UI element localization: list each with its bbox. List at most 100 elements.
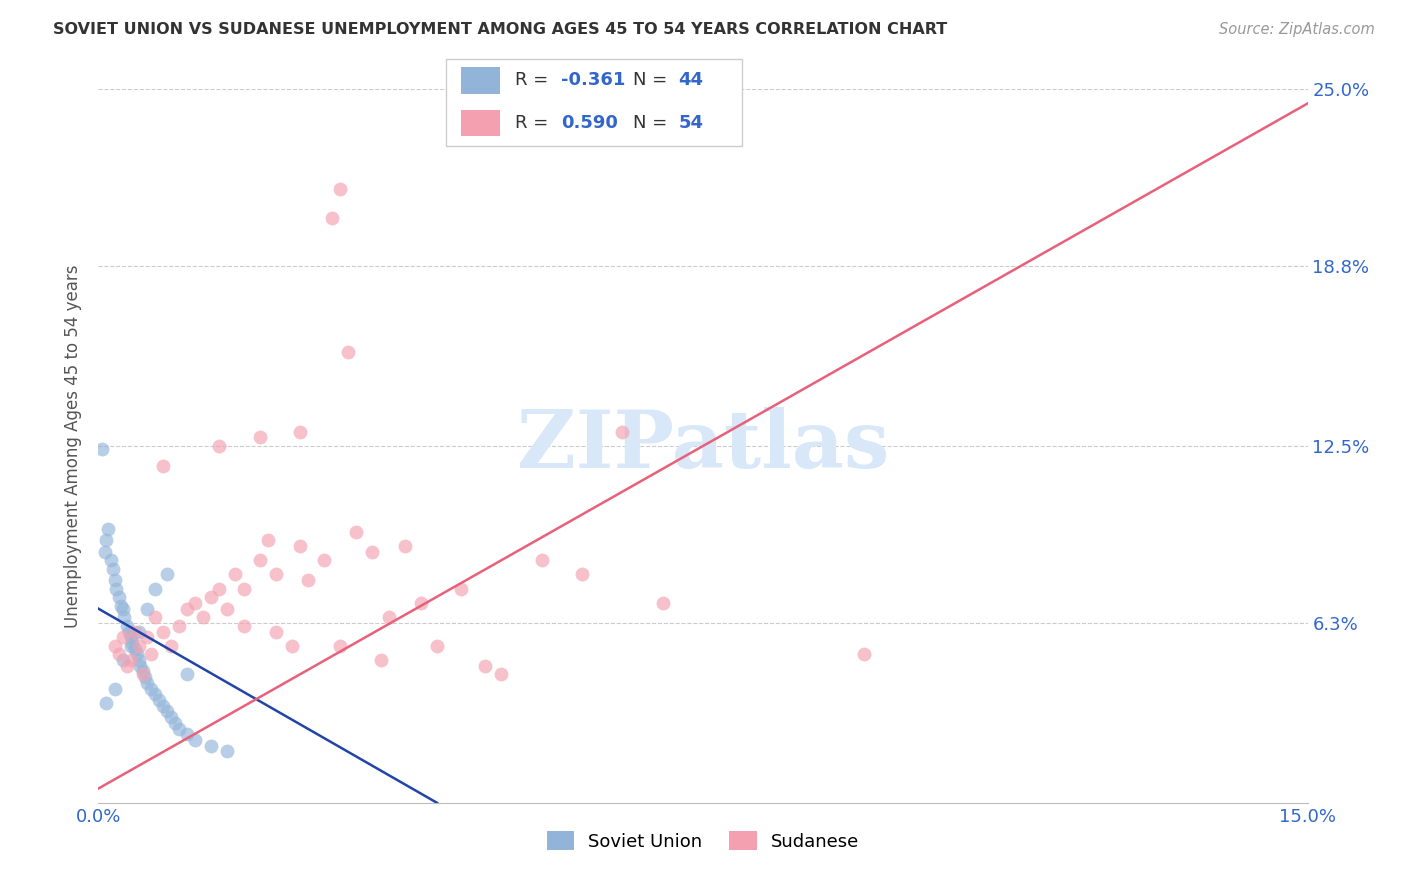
FancyBboxPatch shape — [446, 59, 742, 146]
Point — [281, 639, 304, 653]
Text: R =: R = — [516, 114, 554, 132]
Text: -0.361: -0.361 — [561, 71, 626, 89]
Point — [377, 610, 399, 624]
Text: N =: N = — [633, 71, 673, 89]
Point — [160, 710, 183, 724]
Point — [314, 553, 336, 567]
Point — [112, 610, 135, 624]
Point — [152, 458, 174, 473]
Point — [111, 630, 134, 644]
Point — [163, 715, 186, 730]
Text: 44: 44 — [679, 71, 703, 89]
Point — [120, 639, 142, 653]
Point — [361, 544, 384, 558]
Point — [491, 667, 513, 681]
Point — [156, 705, 179, 719]
Text: 54: 54 — [679, 114, 703, 132]
Y-axis label: Unemployment Among Ages 45 to 54 years: Unemployment Among Ages 45 to 54 years — [65, 264, 83, 628]
Point — [344, 524, 367, 539]
Point — [124, 641, 146, 656]
Point — [111, 601, 134, 615]
Point — [160, 639, 183, 653]
Point — [167, 619, 190, 633]
Point — [152, 698, 174, 713]
Point — [134, 670, 156, 684]
Point — [176, 601, 198, 615]
Text: SOVIET UNION VS SUDANESE UNEMPLOYMENT AMONG AGES 45 TO 54 YEARS CORRELATION CHAR: SOVIET UNION VS SUDANESE UNEMPLOYMENT AM… — [53, 22, 948, 37]
Point — [110, 599, 132, 613]
Point — [128, 639, 150, 653]
Text: ZIPatlas: ZIPatlas — [517, 407, 889, 485]
Point — [143, 582, 166, 596]
Point — [135, 601, 157, 615]
Point — [107, 591, 129, 605]
Point — [101, 562, 124, 576]
Point — [264, 624, 287, 639]
Point — [200, 591, 222, 605]
Point — [120, 630, 142, 644]
Point — [409, 596, 432, 610]
Point — [426, 639, 449, 653]
Point — [249, 430, 271, 444]
Point — [256, 533, 278, 548]
Point — [115, 658, 138, 673]
Point — [651, 596, 673, 610]
Point — [129, 658, 152, 673]
Point — [96, 533, 118, 548]
Point — [249, 553, 271, 567]
Point — [370, 653, 392, 667]
Point — [288, 425, 311, 439]
Bar — [461, 67, 501, 94]
Legend: Soviet Union, Sudanese: Soviet Union, Sudanese — [540, 824, 866, 858]
Point — [118, 624, 141, 639]
Point — [100, 553, 122, 567]
Point — [176, 727, 198, 741]
Text: N =: N = — [633, 114, 673, 132]
Point — [105, 582, 128, 596]
Point — [337, 344, 360, 359]
Point — [612, 425, 634, 439]
Point — [530, 553, 553, 567]
Point — [96, 696, 118, 710]
Point — [111, 653, 134, 667]
Point — [232, 619, 254, 633]
Point — [143, 610, 166, 624]
Point — [94, 544, 117, 558]
Point — [127, 648, 149, 662]
Point — [128, 624, 150, 639]
Point — [120, 653, 142, 667]
Text: 0.590: 0.590 — [561, 114, 617, 132]
Point — [124, 624, 146, 639]
Point — [184, 733, 207, 747]
Point — [139, 681, 162, 696]
Point — [208, 439, 231, 453]
Point — [264, 567, 287, 582]
Point — [288, 539, 311, 553]
Point — [132, 665, 155, 679]
Point — [107, 648, 129, 662]
Point — [167, 722, 190, 736]
Point — [208, 582, 231, 596]
Point — [474, 658, 496, 673]
Point — [329, 182, 352, 196]
Point — [148, 693, 170, 707]
Point — [135, 630, 157, 644]
Text: Source: ZipAtlas.com: Source: ZipAtlas.com — [1219, 22, 1375, 37]
Point — [193, 610, 215, 624]
Bar — [461, 110, 501, 136]
Point — [121, 636, 143, 650]
Point — [450, 582, 472, 596]
Point — [132, 667, 155, 681]
Point — [103, 681, 125, 696]
Text: R =: R = — [516, 71, 554, 89]
Point — [97, 522, 120, 536]
Point — [103, 639, 125, 653]
Point — [156, 567, 179, 582]
Point — [224, 567, 246, 582]
Point — [139, 648, 162, 662]
Point — [135, 676, 157, 690]
Point — [321, 211, 343, 225]
Point — [103, 573, 125, 587]
Point — [200, 739, 222, 753]
Point — [571, 567, 593, 582]
